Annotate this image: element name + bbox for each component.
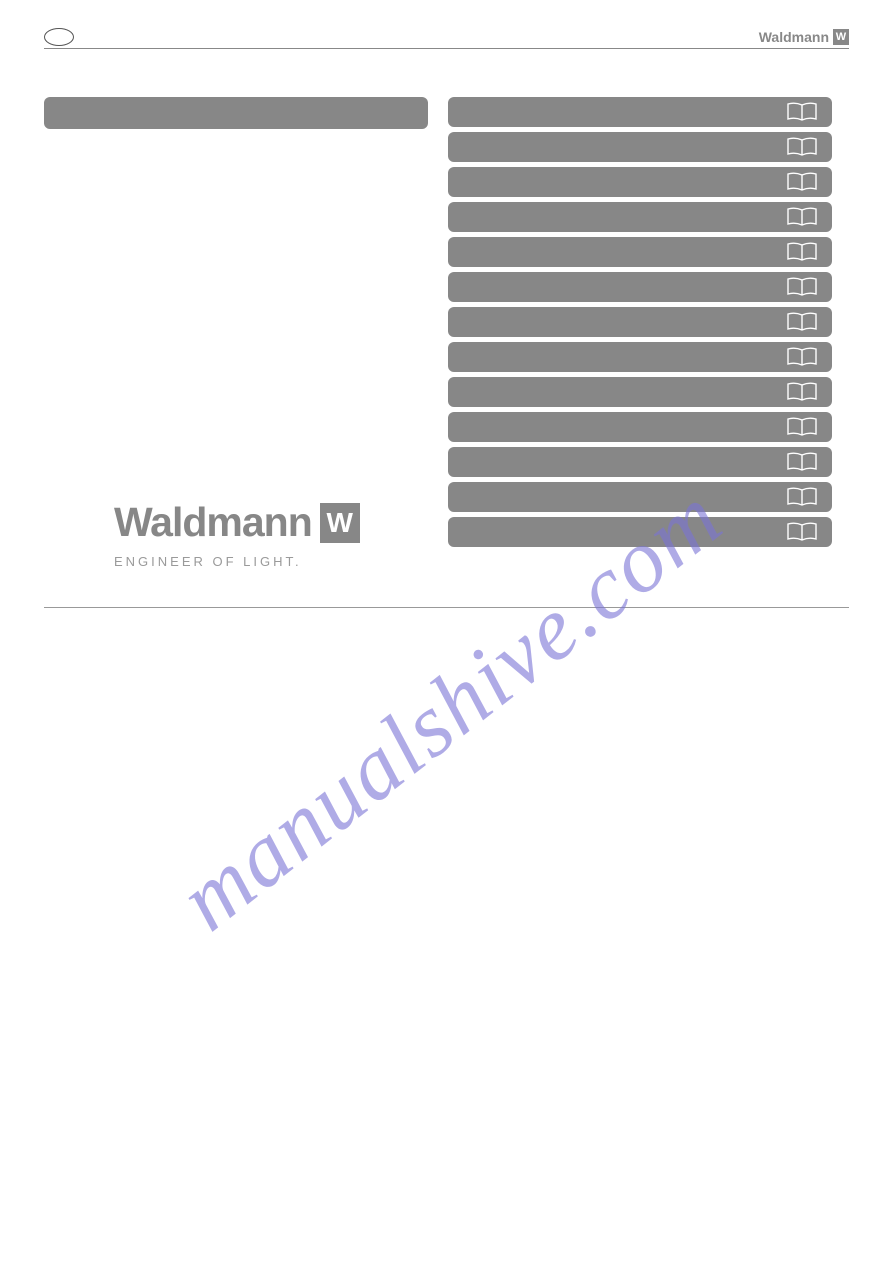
language-bar[interactable] <box>448 202 832 232</box>
book-icon <box>786 206 818 228</box>
logo-main: Waldmann W <box>114 499 428 546</box>
book-icon <box>786 276 818 298</box>
book-icon <box>786 486 818 508</box>
language-bar[interactable] <box>448 412 832 442</box>
book-icon <box>786 451 818 473</box>
content-columns: Waldmann W ENGINEER OF LIGHT. <box>44 97 849 569</box>
language-bar[interactable] <box>448 342 832 372</box>
book-icon <box>786 346 818 368</box>
book-icon <box>786 136 818 158</box>
header-brand: Waldmann W <box>759 29 849 45</box>
book-icon <box>786 416 818 438</box>
left-column: Waldmann W ENGINEER OF LIGHT. <box>44 97 428 569</box>
header-brand-w-icon: W <box>833 29 849 45</box>
language-bar[interactable] <box>448 447 832 477</box>
book-icon <box>786 521 818 543</box>
language-bar[interactable] <box>448 517 832 547</box>
header-row: Waldmann W <box>44 28 849 49</box>
right-column <box>448 97 832 569</box>
language-badge <box>44 28 74 46</box>
language-bar[interactable] <box>448 482 832 512</box>
language-bar[interactable] <box>448 237 832 267</box>
language-bar[interactable] <box>448 307 832 337</box>
language-bar[interactable] <box>448 377 832 407</box>
book-icon <box>786 311 818 333</box>
section-divider <box>44 607 849 608</box>
book-icon <box>786 101 818 123</box>
title-bar <box>44 97 428 129</box>
header-brand-name: Waldmann <box>759 29 829 45</box>
book-icon <box>786 171 818 193</box>
language-bar[interactable] <box>448 272 832 302</box>
logo-w-icon: W <box>320 503 360 543</box>
logo-text: Waldmann <box>114 499 312 546</box>
page-container: Waldmann W Waldmann W ENGINEER OF LIGHT. <box>0 0 893 608</box>
book-icon <box>786 241 818 263</box>
language-bar[interactable] <box>448 132 832 162</box>
logo-block: Waldmann W ENGINEER OF LIGHT. <box>114 499 428 569</box>
book-icon <box>786 381 818 403</box>
language-bar[interactable] <box>448 167 832 197</box>
language-bar[interactable] <box>448 97 832 127</box>
logo-tagline: ENGINEER OF LIGHT. <box>114 554 428 569</box>
